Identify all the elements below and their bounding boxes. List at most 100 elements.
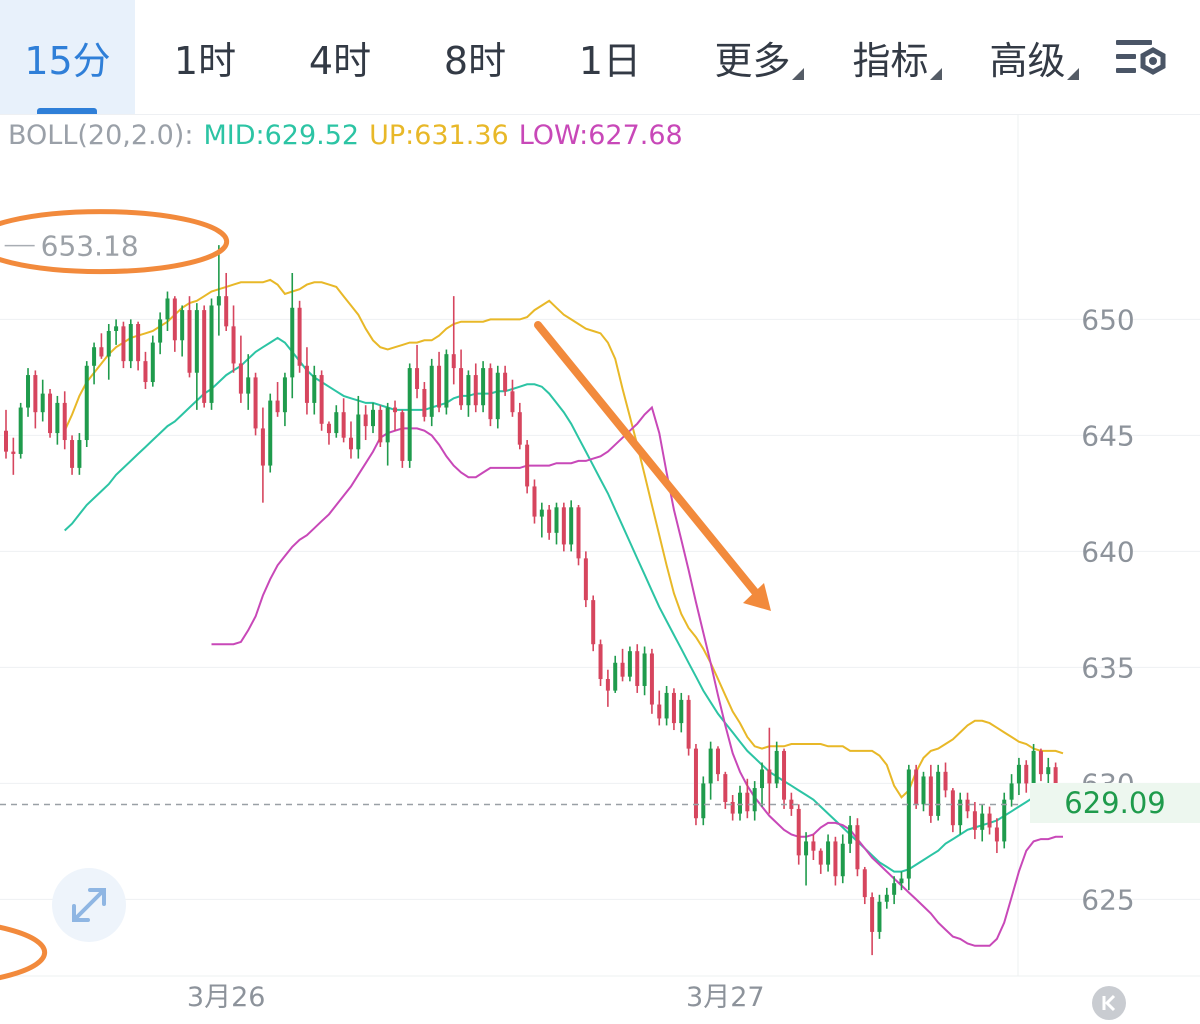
x-tick-label: 3月27 [686, 982, 765, 1013]
candle-body [547, 509, 552, 533]
tab-label: 指标 [852, 38, 929, 83]
candle-body [99, 347, 104, 357]
candle-body [180, 310, 185, 341]
candle-body [422, 388, 427, 417]
boll-indicator-legend: BOLL(20,2.0): MID:629.52 UP:631.36 LOW:627.… [8, 116, 693, 156]
candle-body [275, 400, 280, 413]
candle-body [444, 354, 449, 408]
candle-body [994, 827, 999, 842]
candle-body [356, 414, 361, 450]
candle-body [158, 319, 163, 343]
candle-body [319, 375, 324, 424]
candle-body [980, 813, 985, 830]
candle-body [620, 662, 625, 677]
candle-body [576, 507, 581, 559]
candle-body [136, 324, 141, 362]
candle-body [268, 400, 273, 466]
candle-body [260, 428, 265, 466]
candle-body [378, 409, 383, 443]
candle-body [987, 813, 992, 828]
candle-body [598, 644, 603, 680]
candle-body [1009, 783, 1014, 800]
tab-indicators[interactable]: 指标 [828, 0, 953, 114]
expand-arrows-icon [72, 888, 106, 922]
candle-body [605, 679, 610, 691]
jump-to-latest-button[interactable] [1092, 986, 1126, 1020]
candle-body [143, 361, 148, 383]
candle-body [18, 407, 23, 454]
candle-body [393, 407, 398, 413]
candle-body [4, 430, 8, 452]
candle-body [848, 825, 853, 844]
tab-8h[interactable]: 8时 [410, 0, 540, 114]
candle-body [407, 368, 412, 461]
candle-body [635, 651, 640, 686]
candle-body [693, 748, 698, 819]
candle-body [561, 507, 566, 545]
indicator-settings-button[interactable] [1112, 36, 1172, 84]
candle-body [334, 412, 339, 434]
candle-body [121, 326, 126, 362]
candle-body [224, 296, 229, 327]
tab-more[interactable]: 更多 [690, 0, 815, 114]
candle-body [972, 811, 977, 830]
tab-advanced[interactable]: 高级 [965, 0, 1090, 114]
candle-body [708, 748, 713, 784]
candle-body [870, 897, 875, 932]
candle-body [466, 375, 471, 406]
candle-body [671, 692, 676, 724]
candle-body [194, 310, 199, 373]
candle-body [679, 699, 684, 724]
candle-body [804, 841, 809, 856]
candle-body [238, 363, 243, 394]
tab-4h[interactable]: 4时 [275, 0, 405, 114]
candle-body [958, 799, 963, 826]
candle-body [385, 407, 390, 443]
tab-label: 高级 [989, 38, 1066, 83]
candle-body [481, 368, 486, 406]
candle-body [459, 368, 464, 406]
candle-body [510, 391, 515, 413]
candle-body [282, 377, 287, 413]
candle-body [745, 792, 750, 812]
y-tick-label: 650 [1081, 303, 1134, 336]
candle-body [782, 750, 787, 800]
candle-body [33, 375, 38, 413]
candle-body [371, 409, 375, 427]
candle-body [649, 653, 654, 705]
candle-body [202, 310, 207, 403]
candle-body [774, 750, 779, 784]
candle-body [348, 437, 353, 450]
dropdown-triangle-icon [930, 68, 942, 80]
tab-label: 8时 [443, 38, 507, 83]
candle-body [363, 414, 368, 427]
candle-body [150, 342, 155, 383]
candle-body [70, 440, 75, 468]
candle-body [55, 402, 60, 434]
candle-body [738, 792, 742, 814]
tab-15min[interactable]: 15分 [0, 0, 135, 114]
candle-body [532, 486, 537, 517]
candle-body [1016, 764, 1021, 784]
tab-1h[interactable]: 1时 [140, 0, 270, 114]
candle-body [517, 412, 522, 445]
fullscreen-button[interactable] [52, 868, 126, 942]
candle-body [613, 662, 618, 691]
candle-body [906, 769, 911, 879]
candle-body [826, 841, 831, 865]
candle-body [415, 368, 420, 389]
tab-label: 15分 [24, 38, 111, 83]
candle-body [591, 600, 596, 645]
candle-body [1031, 750, 1036, 784]
candle-body [187, 310, 192, 373]
tab-label: 1时 [173, 38, 237, 83]
candle-body [539, 509, 544, 517]
candle-body [114, 326, 119, 331]
candle-body [833, 841, 838, 877]
tab-label: 1日 [578, 38, 642, 83]
candle-body [840, 843, 845, 877]
jump-to-latest-icon [1102, 994, 1116, 1012]
candle-body [400, 412, 405, 461]
tab-1d[interactable]: 1日 [545, 0, 675, 114]
